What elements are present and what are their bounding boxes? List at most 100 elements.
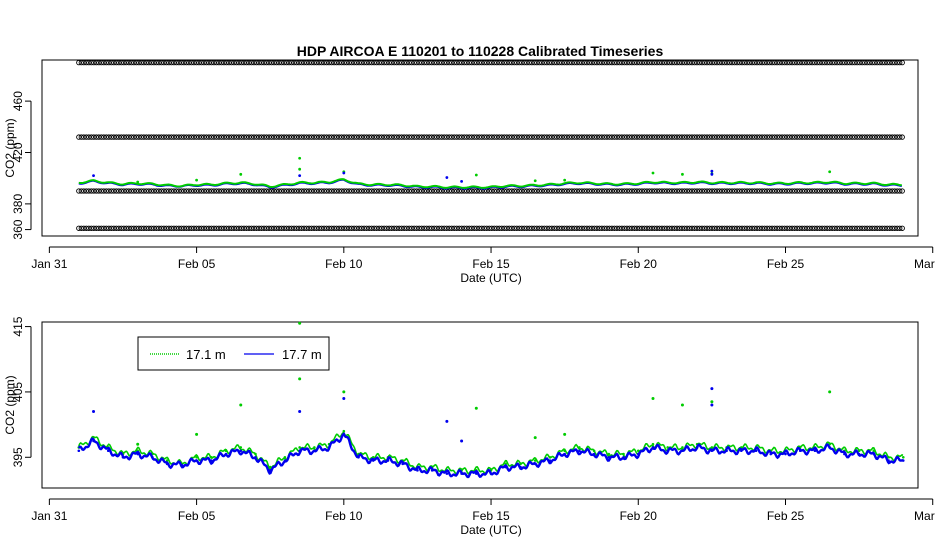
- calibration-point: [86, 59, 92, 66]
- calibration-point: [872, 59, 878, 66]
- calibration-point: [136, 225, 142, 231]
- calibration-point: [183, 59, 190, 66]
- calibration-point: [526, 188, 532, 194]
- calibration-point: [601, 134, 608, 140]
- calibration-point: [178, 59, 185, 66]
- calibration-point: [651, 59, 658, 66]
- calibration-point: [131, 225, 137, 231]
- calibration-point: [569, 59, 575, 66]
- calibration-point: [549, 59, 555, 66]
- calibration-point: [486, 225, 492, 231]
- calibration-point: [246, 188, 252, 194]
- calibration-point: [641, 59, 648, 66]
- calibration-point: [494, 225, 500, 231]
- calibration-point: [611, 188, 618, 194]
- calibration-point: [93, 188, 99, 194]
- calibration-point: [736, 134, 743, 140]
- calibration-point: [358, 225, 365, 231]
- calibration-point: [218, 188, 225, 194]
- calibration-point: [887, 225, 893, 231]
- calibration-point: [466, 188, 472, 194]
- calibration-point: [211, 225, 217, 231]
- calibration-point: [283, 134, 290, 140]
- calibration-point: [664, 225, 670, 231]
- calibration-point: [661, 188, 668, 194]
- outlier-point-17-1m: [651, 396, 655, 400]
- calibration-point: [721, 188, 728, 194]
- calibration-point: [626, 225, 633, 231]
- data-point: [268, 465, 272, 469]
- calibration-point: [609, 188, 615, 194]
- calibration-point: [669, 188, 675, 194]
- calibration-point: [263, 134, 270, 140]
- calibration-point: [799, 188, 805, 194]
- data-point: [710, 449, 714, 453]
- calibration-point: [138, 59, 145, 66]
- calibration-point: [198, 225, 205, 231]
- calibration-point: [736, 59, 743, 66]
- calibration-point: [158, 59, 165, 66]
- calibration-point: [837, 225, 843, 231]
- calibration-point: [306, 225, 312, 231]
- calibration-point: [799, 59, 805, 66]
- calibration-row: [76, 225, 905, 231]
- upper-outlier-point: [92, 174, 95, 178]
- calibration-point: [759, 134, 765, 140]
- calibration-point: [684, 59, 690, 66]
- calibration-point: [499, 134, 505, 140]
- calibration-point: [731, 134, 738, 140]
- calibration-point: [384, 59, 390, 66]
- calibration-point: [776, 188, 783, 194]
- calibration-point: [649, 134, 655, 140]
- calibration-point: [186, 225, 192, 231]
- calibration-point: [426, 59, 432, 66]
- calibration-point: [817, 225, 823, 231]
- calibration-point: [128, 225, 135, 231]
- calibration-point: [654, 188, 660, 194]
- calibration-point: [729, 134, 735, 140]
- upper-series-line: [78, 178, 902, 189]
- calibration-point: [246, 59, 252, 66]
- calibration-point: [769, 134, 775, 140]
- calibration-point: [371, 134, 377, 140]
- calibration-point: [506, 134, 512, 140]
- data-point: [151, 455, 154, 459]
- calibration-point: [809, 59, 815, 66]
- calibration-point: [504, 59, 510, 66]
- calibration-point: [696, 59, 703, 66]
- lower-panel: Jan 31 Feb 05 Feb 10 Feb 15 Feb 20 Feb 25 Mar …: [3, 316, 936, 537]
- calibration-point: [421, 59, 427, 66]
- calibration-point: [811, 134, 818, 140]
- calibration-point: [606, 188, 613, 194]
- calibration-point: [313, 59, 320, 66]
- calibration-point: [386, 225, 392, 231]
- upper-outlier-point: [460, 180, 463, 183]
- calibration-point: [131, 59, 137, 66]
- calibration-point: [444, 225, 450, 231]
- calibration-point: [158, 134, 165, 140]
- calibration-point: [646, 59, 653, 66]
- calibration-point: [774, 134, 780, 140]
- calibration-point: [834, 59, 840, 66]
- calibration-point: [884, 225, 890, 231]
- calibration-point: [606, 134, 613, 140]
- calibration-point: [141, 59, 147, 66]
- calibration-point: [561, 188, 568, 194]
- calibration-point: [754, 59, 760, 66]
- calibration-point: [741, 59, 748, 66]
- calibration-point: [126, 188, 132, 194]
- calibration-point: [258, 134, 265, 140]
- calibration-point: [176, 59, 182, 66]
- calibration-point: [519, 134, 525, 140]
- data-point: [578, 446, 581, 449]
- calibration-point: [571, 188, 578, 194]
- calibration-point: [579, 188, 585, 194]
- calibration-point: [604, 59, 610, 66]
- calibration-point: [201, 134, 207, 140]
- calibration-point: [446, 59, 452, 66]
- calibration-point: [786, 188, 793, 194]
- calibration-point: [266, 225, 272, 231]
- calibration-point: [193, 225, 200, 231]
- calibration-point: [356, 59, 362, 66]
- calibration-point: [456, 59, 462, 66]
